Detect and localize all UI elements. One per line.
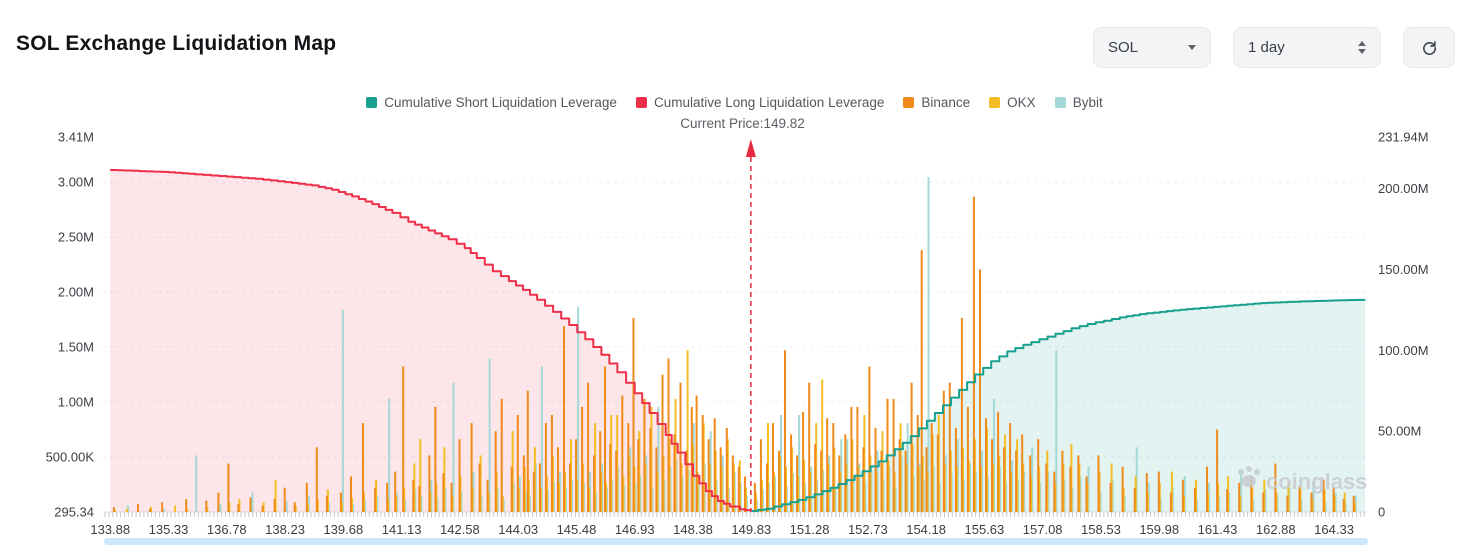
legend-item-cumulative-short[interactable]: Cumulative Short Liquidation Leverage <box>366 95 617 110</box>
svg-text:157.08: 157.08 <box>1023 522 1063 537</box>
svg-text:161.43: 161.43 <box>1198 522 1238 537</box>
legend-item-cumulative-long[interactable]: Cumulative Long Liquidation Leverage <box>635 95 885 110</box>
refresh-icon <box>1422 41 1436 56</box>
svg-text:0: 0 <box>1378 505 1385 520</box>
legend-label: Binance <box>921 95 971 110</box>
legend-swatch-icon <box>1054 97 1066 108</box>
svg-text:145.48: 145.48 <box>557 522 597 537</box>
svg-text:151.28: 151.28 <box>790 522 830 537</box>
legend-label: Bybit <box>1072 95 1103 110</box>
svg-text:136.78: 136.78 <box>207 522 247 537</box>
svg-text:coinglass: coinglass <box>1266 469 1367 494</box>
chevron-down-icon <box>1188 45 1196 50</box>
chart-legend: Cumulative Short Liquidation Leverage Cu… <box>0 95 1469 110</box>
svg-text:133.88: 133.88 <box>90 522 130 537</box>
legend-item-okx[interactable]: OKX <box>989 95 1036 110</box>
svg-text:50.00M: 50.00M <box>1378 424 1421 439</box>
svg-text:138.23: 138.23 <box>265 522 305 537</box>
svg-text:144.03: 144.03 <box>498 522 538 537</box>
svg-text:231.94M: 231.94M <box>1378 130 1429 145</box>
svg-text:150.00M: 150.00M <box>1378 262 1429 277</box>
chart-scrollbar[interactable] <box>104 538 1368 545</box>
legend-label: Cumulative Long Liquidation Leverage <box>653 95 885 110</box>
svg-text:141.13: 141.13 <box>382 522 422 537</box>
svg-text:1.00M: 1.00M <box>58 395 94 410</box>
svg-text:200.00M: 200.00M <box>1378 181 1429 196</box>
legend-swatch-icon <box>903 97 915 108</box>
svg-text:152.73: 152.73 <box>848 522 888 537</box>
refresh-button[interactable] <box>1403 27 1455 68</box>
svg-text:154.18: 154.18 <box>906 522 946 537</box>
svg-text:500.00K: 500.00K <box>46 450 95 465</box>
legend-swatch-icon <box>366 97 378 108</box>
interval-select[interactable]: 1 day <box>1233 27 1381 68</box>
svg-text:162.88: 162.88 <box>1256 522 1296 537</box>
svg-text:100.00M: 100.00M <box>1378 343 1429 358</box>
legend-swatch-icon <box>635 97 647 108</box>
svg-text:164.33: 164.33 <box>1314 522 1354 537</box>
svg-text:3.41M: 3.41M <box>58 130 94 145</box>
legend-label: Cumulative Short Liquidation Leverage <box>384 95 617 110</box>
stepper-icon <box>1358 41 1366 54</box>
header-controls: SOL 1 day <box>1093 27 1455 68</box>
page-title: SOL Exchange Liquidation Map <box>16 32 337 55</box>
svg-text:295.34: 295.34 <box>54 505 94 520</box>
svg-text:135.33: 135.33 <box>149 522 189 537</box>
legend-item-bybit[interactable]: Bybit <box>1054 95 1103 110</box>
svg-text:142.58: 142.58 <box>440 522 480 537</box>
svg-text:146.93: 146.93 <box>615 522 655 537</box>
current-price-label: Current Price:149.82 <box>680 116 805 131</box>
svg-text:155.63: 155.63 <box>965 522 1005 537</box>
symbol-select-value: SOL <box>1108 39 1139 56</box>
legend-label: OKX <box>1007 95 1036 110</box>
svg-text:159.98: 159.98 <box>1139 522 1179 537</box>
chevron-down-icon <box>1358 49 1366 54</box>
legend-swatch-icon <box>989 97 1001 108</box>
symbol-select[interactable]: SOL <box>1093 27 1211 68</box>
chevron-up-icon <box>1358 41 1366 46</box>
svg-text:158.53: 158.53 <box>1081 522 1121 537</box>
svg-text:149.83: 149.83 <box>731 522 771 537</box>
svg-text:148.38: 148.38 <box>673 522 713 537</box>
interval-select-value: 1 day <box>1248 39 1285 56</box>
svg-text:2.50M: 2.50M <box>58 230 94 245</box>
svg-text:139.68: 139.68 <box>323 522 363 537</box>
svg-text:2.00M: 2.00M <box>58 285 94 300</box>
legend-item-binance[interactable]: Binance <box>903 95 970 110</box>
svg-text:3.00M: 3.00M <box>58 175 94 190</box>
svg-text:1.50M: 1.50M <box>58 340 94 355</box>
